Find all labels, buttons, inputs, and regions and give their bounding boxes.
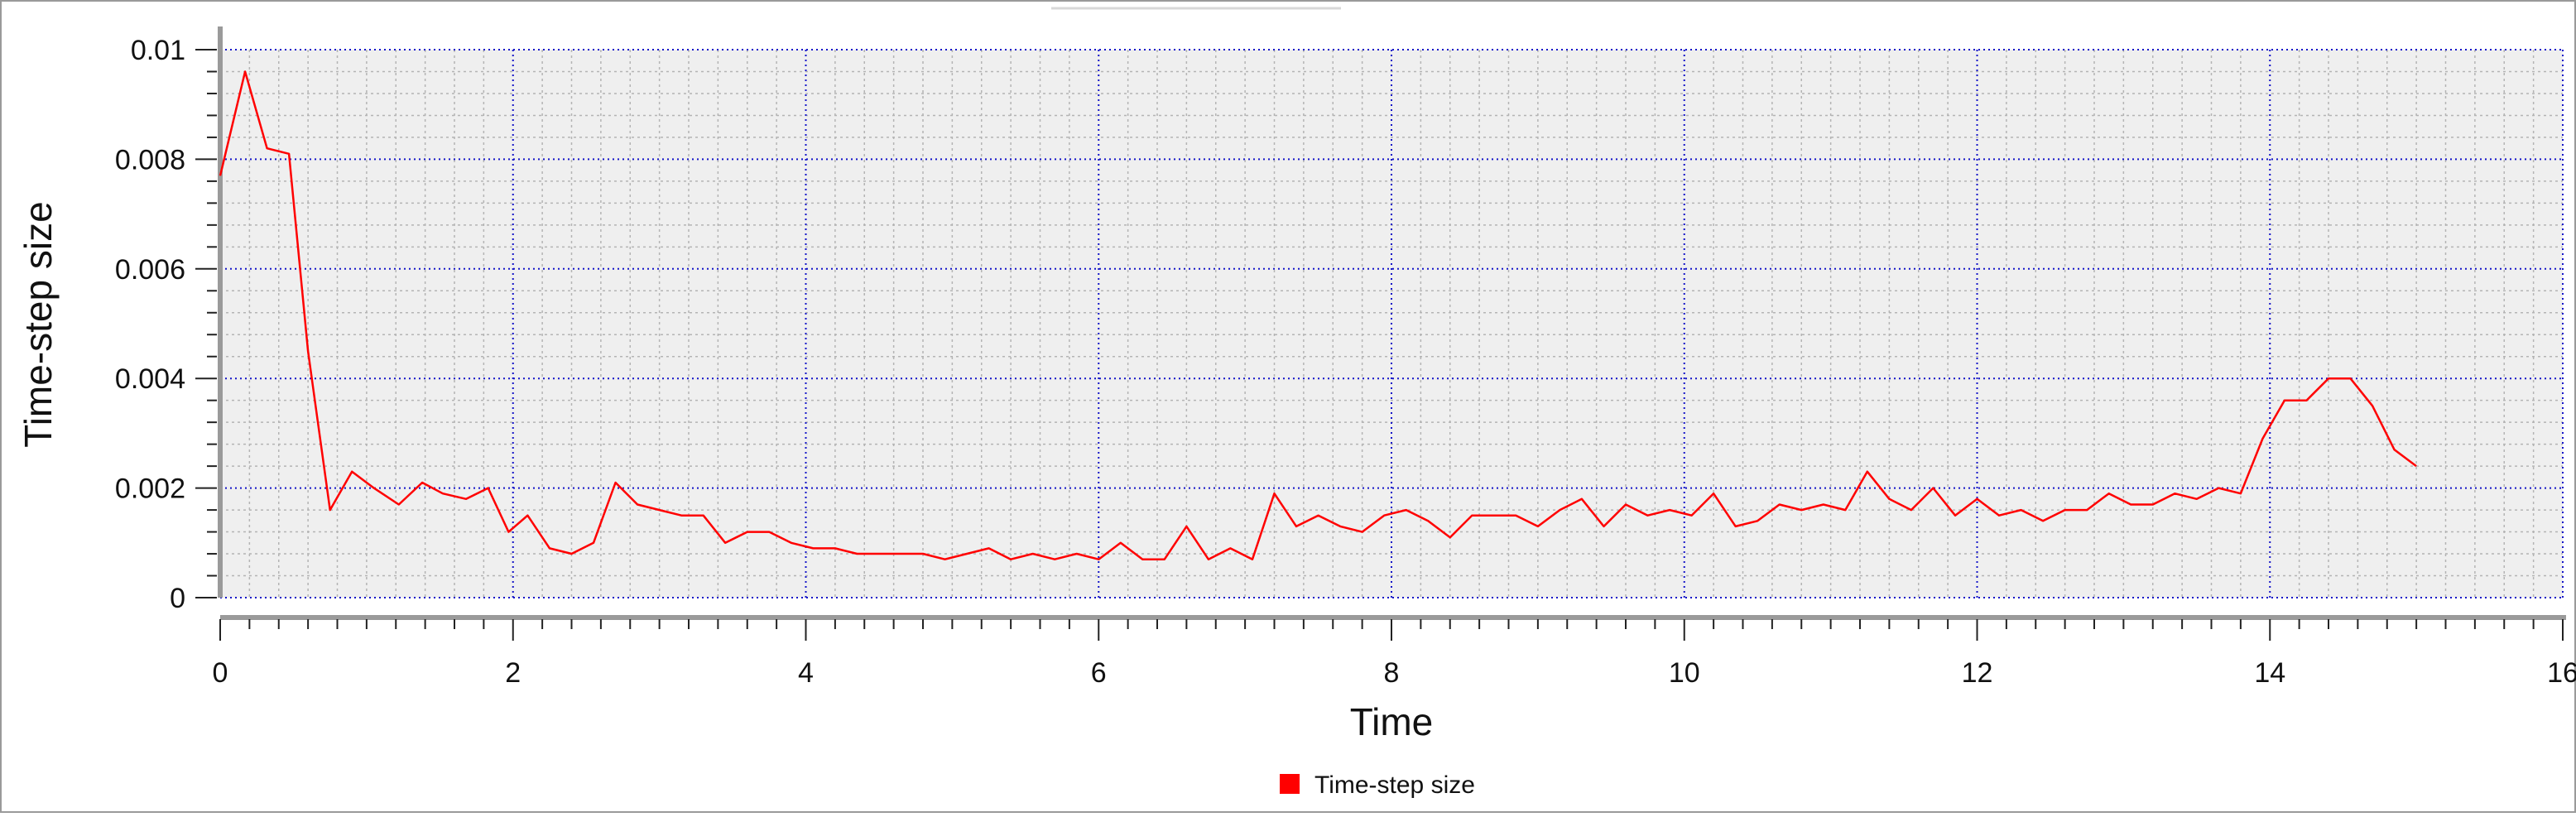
y-tick-label: 0 — [170, 583, 185, 614]
y-tick-label: 0.002 — [115, 473, 185, 505]
series-line — [219, 70, 2417, 560]
y-tick-label: 0.004 — [115, 363, 185, 395]
y-tick-label: 0.01 — [131, 35, 185, 66]
axes — [218, 26, 2566, 620]
y-axis-title: Time-step size — [17, 201, 60, 447]
y-axis-ticks: 0 0.002 0.004 0.006 0.008 0.01 — [115, 35, 217, 614]
legend-swatch — [1280, 774, 1300, 794]
x-tick-label: 10 — [1669, 657, 1700, 689]
x-tick-label: 4 — [798, 657, 814, 689]
x-tick-label: 0 — [213, 657, 228, 689]
x-tick-label: 8 — [1384, 657, 1400, 689]
legend-label: Time-step size — [1314, 771, 1475, 799]
x-tick-label: 16 — [2547, 657, 2576, 689]
legend: Time-step size — [1280, 771, 1475, 799]
x-tick-label: 6 — [1091, 657, 1107, 689]
minor-grid — [220, 50, 2563, 598]
series-layer — [219, 70, 2417, 560]
x-tick-label: 14 — [2254, 657, 2285, 689]
y-tick-label: 0.008 — [115, 144, 185, 175]
y-tick-label: 0.006 — [115, 254, 185, 286]
x-axis-ticks: 0 2 4 6 8 10 12 14 16 — [213, 619, 2576, 689]
x-tick-label: 2 — [505, 657, 521, 689]
x-axis-title: Time — [1350, 700, 1434, 743]
x-tick-label: 12 — [1962, 657, 1993, 689]
